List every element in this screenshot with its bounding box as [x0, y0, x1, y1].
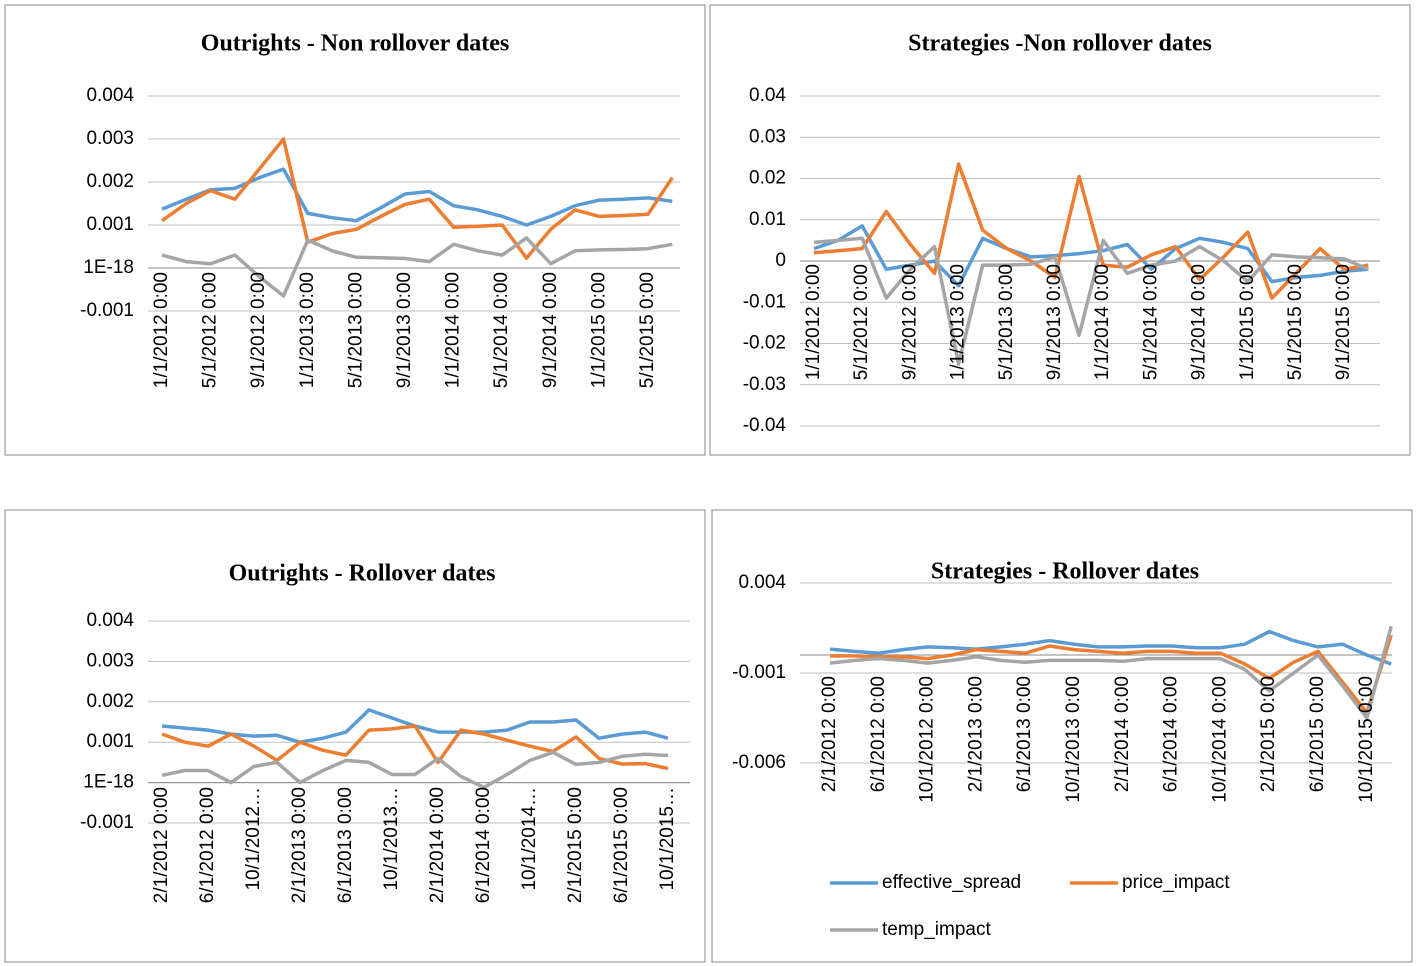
x-tick-label: 2/1/2014 0:00	[1112, 676, 1133, 792]
legend-label: price_impact	[1122, 872, 1230, 893]
x-tick-label: 10/1/2014…	[519, 787, 540, 891]
x-tick-label: 2/1/2012 0:00	[151, 787, 172, 903]
chart-title: Strategies -Non rollover dates	[908, 31, 1212, 57]
y-tick-label: -0.001	[80, 300, 134, 321]
y-tick-label: 0.02	[749, 168, 786, 189]
x-tick-label: 5/1/2013 0:00	[345, 272, 366, 388]
x-tick-label: 1/1/2015 0:00	[588, 272, 609, 388]
series-line	[813, 162, 1369, 300]
x-tick-label: 6/1/2014 0:00	[473, 787, 494, 903]
series-line	[830, 634, 1393, 715]
y-tick-label: -0.02	[743, 333, 786, 354]
series-line	[829, 625, 1393, 720]
legend-label: effective_spread	[882, 872, 1021, 893]
x-tick-label: 5/1/2014 0:00	[1140, 264, 1161, 380]
y-tick-label: 0.002	[86, 171, 134, 192]
x-tick-label: 1/1/2014 0:00	[1092, 264, 1113, 380]
x-tick-label: 1/1/2013 0:00	[297, 272, 318, 388]
series-line	[829, 629, 1392, 666]
x-tick-label: 1/1/2013 0:00	[948, 264, 969, 380]
x-tick-label: 6/1/2015 0:00	[1307, 676, 1328, 792]
x-tick-label: 9/1/2014 0:00	[1189, 264, 1210, 380]
x-tick-label: 9/1/2012 0:00	[899, 264, 920, 380]
x-tick-label: 1/1/2014 0:00	[443, 272, 464, 388]
x-tick-label: 10/1/2013…	[381, 787, 402, 891]
x-tick-label: 2/1/2013 0:00	[965, 676, 986, 792]
x-tick-label: 10/1/2012 0:00	[917, 676, 938, 803]
x-tick-label: 10/1/2013 0:00	[1063, 676, 1084, 803]
y-tick-label: 0.003	[86, 650, 134, 671]
x-tick-label: 5/1/2013 0:00	[996, 264, 1017, 380]
x-tick-label: 10/1/2015…	[657, 787, 678, 891]
x-tick-label: 6/1/2012 0:00	[197, 787, 218, 903]
x-tick-label: 9/1/2013 0:00	[394, 272, 415, 388]
x-tick-label: 1/1/2012 0:00	[803, 264, 824, 380]
series-line	[161, 236, 673, 298]
legend-label: temp_impact	[882, 919, 991, 940]
series-line	[160, 137, 674, 260]
chart-frame	[709, 4, 1411, 456]
x-tick-label: 5/1/2015 0:00	[1285, 264, 1306, 380]
x-tick-label: 2/1/2015 0:00	[1258, 676, 1279, 792]
y-tick-label: 0	[775, 250, 786, 271]
series-line	[813, 236, 1369, 366]
y-tick-label: 0.001	[86, 214, 134, 235]
chart-title: Outrights - Rollover dates	[229, 561, 496, 587]
x-tick-label: 1/1/2015 0:00	[1237, 264, 1258, 380]
y-tick-label: 0.01	[749, 209, 786, 230]
series-line	[813, 224, 1369, 288]
x-tick-label: 2/1/2013 0:00	[289, 787, 310, 903]
y-tick-label: 0.04	[749, 85, 786, 106]
x-tick-label: 6/1/2014 0:00	[1161, 676, 1182, 792]
y-tick-label: -0.001	[732, 662, 786, 683]
x-tick-label: 2/1/2015 0:00	[565, 787, 586, 903]
y-tick-label: 0.001	[86, 731, 134, 752]
x-tick-label: 9/1/2014 0:00	[540, 272, 561, 388]
x-tick-label: 5/1/2012 0:00	[200, 272, 221, 388]
chart-frame	[711, 509, 1413, 963]
x-tick-label: 9/1/2012 0:00	[248, 272, 269, 388]
y-tick-label: -0.01	[743, 291, 786, 312]
chart-title: Outrights - Non rollover dates	[201, 31, 509, 57]
y-tick-label: -0.006	[732, 752, 786, 773]
y-tick-label: 0.004	[738, 572, 786, 593]
x-tick-label: 5/1/2012 0:00	[851, 264, 872, 380]
y-tick-label: 0.003	[86, 128, 134, 149]
y-tick-label: 1E-18	[83, 257, 134, 278]
y-tick-label: -0.04	[743, 415, 787, 436]
x-tick-label: 5/1/2015 0:00	[637, 272, 658, 388]
x-tick-label: 10/1/2014 0:00	[1209, 676, 1230, 803]
y-tick-label: -0.03	[743, 374, 786, 395]
x-tick-label: 6/1/2013 0:00	[335, 787, 356, 903]
x-tick-label: 1/1/2012 0:00	[151, 272, 172, 388]
x-tick-label: 5/1/2014 0:00	[491, 272, 512, 388]
x-tick-label: 10/1/2015 0:00	[1356, 676, 1377, 803]
y-tick-label: 0.004	[86, 610, 134, 631]
chart-frame	[4, 509, 706, 963]
x-tick-label: 10/1/2012…	[243, 787, 264, 891]
series-line	[161, 724, 669, 771]
y-tick-label: 0.002	[86, 691, 134, 712]
x-tick-label: 9/1/2013 0:00	[1044, 264, 1065, 380]
x-tick-label: 6/1/2013 0:00	[1014, 676, 1035, 792]
x-tick-label: 9/1/2015 0:00	[1333, 264, 1354, 380]
y-tick-label: 0.004	[86, 85, 134, 106]
y-tick-label: 1E-18	[83, 772, 134, 793]
x-tick-label: 6/1/2015 0:00	[611, 787, 632, 903]
x-tick-label: 2/1/2014 0:00	[427, 787, 448, 903]
x-tick-label: 2/1/2012 0:00	[819, 676, 840, 792]
y-tick-label: -0.001	[80, 812, 134, 833]
y-tick-label: 0.03	[749, 126, 786, 147]
series-line	[161, 750, 669, 790]
chart-title: Strategies - Rollover dates	[931, 559, 1199, 585]
x-tick-label: 6/1/2012 0:00	[868, 676, 889, 792]
